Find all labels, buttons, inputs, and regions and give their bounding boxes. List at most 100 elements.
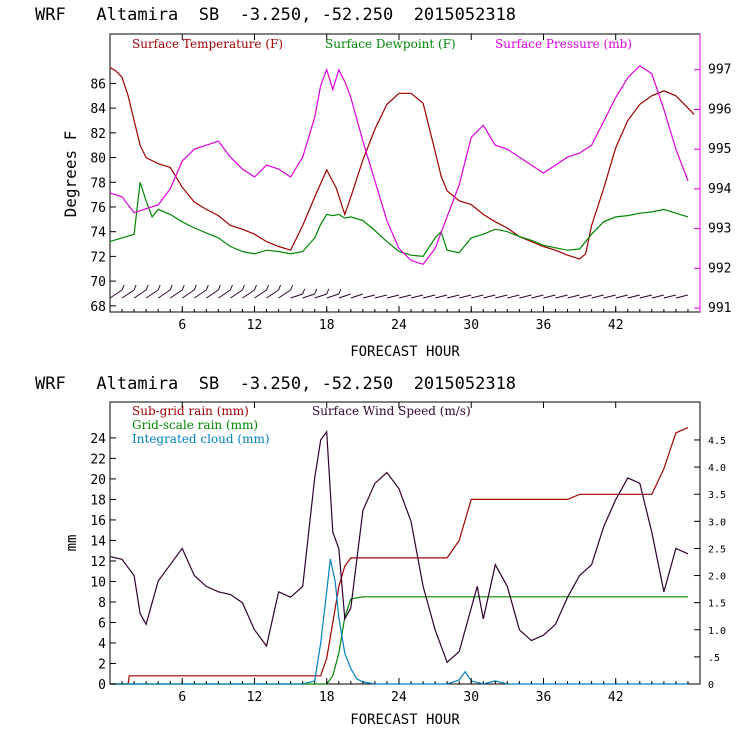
y-tick-label: 82	[90, 127, 106, 142]
x-tick-label: 30	[463, 690, 479, 705]
y2-tick-label: 1.5	[708, 599, 726, 610]
wind-barb	[254, 289, 267, 299]
wind-barb-flag	[121, 284, 125, 291]
wind-barb-flag	[326, 288, 330, 295]
wind-barb	[615, 294, 628, 299]
x-tick-label: 18	[319, 690, 335, 705]
y-tick-label: 72	[90, 250, 106, 265]
y2-tick-label: 993	[708, 222, 731, 237]
wind-barb	[109, 289, 123, 299]
x-tick-label: 24	[391, 318, 407, 333]
wind-barb	[398, 294, 412, 299]
wind-barb	[603, 294, 616, 299]
wind-barb	[651, 294, 664, 299]
legend-surface-pressure: Surface Pressure (mb)	[495, 37, 632, 51]
wind-barb-flag	[314, 288, 318, 295]
x-tick-label: 24	[391, 690, 407, 705]
y-tick-label: 24	[90, 432, 106, 447]
y2-tick-label: 994	[708, 182, 732, 197]
y-tick-label: 0	[98, 678, 106, 693]
wind-barb	[302, 293, 315, 299]
y-tick-label: 76	[90, 201, 106, 216]
y2-tick-label: 1.0	[708, 626, 726, 637]
top-y-axis-label: Degrees F	[61, 131, 80, 218]
wind-barb	[182, 289, 195, 299]
y2-tick-label: 3.5	[708, 490, 726, 501]
wind-barb	[627, 294, 640, 299]
wind-barb-flag	[181, 284, 185, 291]
wind-barb	[290, 293, 303, 299]
y-tick-label: 2	[98, 657, 106, 672]
x-tick-label: 6	[178, 690, 186, 705]
wind-barb	[314, 293, 327, 299]
y-tick-label: 4	[98, 637, 106, 652]
wind-barb	[374, 294, 388, 299]
wind-barb	[206, 289, 219, 299]
wind-barb	[675, 294, 689, 299]
legend-surface-wind-speed: Surface Wind Speed (m/s)	[312, 404, 471, 418]
surface-pressure-mb-line	[109, 65, 689, 266]
wind-barb	[639, 294, 652, 299]
wind-barb-flag	[169, 284, 173, 291]
surface-wind-speed-m-s-line	[109, 430, 689, 664]
wind-barb-flag	[278, 284, 282, 291]
wind-barb	[169, 289, 183, 299]
surface-dewpoint-f-line	[109, 182, 689, 258]
y-tick-label: 78	[90, 176, 106, 191]
legend-gridscale-rain: Grid-scale rain (mm)	[132, 418, 258, 432]
wind-barb-flag	[217, 284, 221, 291]
wind-barb	[218, 289, 231, 299]
x-tick-label: 18	[319, 318, 335, 333]
top-x-axis-label: FORECAST HOUR	[350, 344, 460, 360]
x-tick-label: 30	[463, 318, 479, 333]
wind-barb-flag	[290, 284, 294, 291]
wind-barb-flag	[254, 284, 257, 291]
wind-barb	[230, 289, 243, 299]
y-tick-label: 80	[90, 152, 106, 167]
y2-tick-label: 2.5	[708, 544, 726, 555]
sub-grid-rain-mm-line	[110, 427, 689, 685]
wind-barb	[459, 294, 472, 299]
wind-barb-flag	[241, 284, 245, 291]
x-tick-label: 6	[178, 318, 186, 333]
y-tick-label: 70	[90, 275, 106, 290]
y-tick-label: 84	[90, 102, 106, 117]
grid-scale-rain-mm-line	[110, 596, 688, 685]
wind-barb	[543, 294, 556, 299]
y-tick-label: 22	[90, 452, 106, 467]
wind-barb	[471, 294, 484, 299]
legend-subgrid-rain: Sub-grid rain (mm)	[132, 404, 249, 418]
wind-barb	[579, 294, 592, 299]
wind-barb-flag	[302, 288, 306, 295]
x-tick-label: 36	[536, 690, 552, 705]
wind-barb	[386, 294, 400, 299]
y-tick-label: 18	[90, 493, 106, 508]
wind-barb-flag	[193, 284, 197, 291]
y-tick-label: 6	[98, 616, 106, 631]
wind-barb	[242, 289, 255, 299]
wind-barb	[362, 294, 376, 299]
bottom-y-axis-label: mm	[64, 535, 80, 552]
y2-tick-label: 996	[708, 102, 731, 117]
integrated-cloud-mm-line	[110, 558, 688, 685]
wind-barb	[663, 294, 677, 299]
wind-barb	[338, 293, 351, 299]
wind-barb-flag	[338, 288, 342, 295]
wind-barb	[410, 294, 424, 299]
wind-barb	[519, 294, 532, 299]
wind-barb	[133, 289, 147, 299]
x-tick-label: 12	[247, 690, 263, 705]
y2-tick-label: 991	[708, 301, 731, 316]
wind-barb	[495, 294, 508, 299]
bottom-x-axis-label: FORECAST HOUR	[350, 712, 460, 728]
wind-barb	[555, 294, 568, 299]
top-chart-title: WRF Altamira SB -3.250, -52.250 20150523…	[35, 5, 516, 25]
wind-barb	[121, 289, 135, 299]
wind-barb-flag	[133, 284, 137, 291]
wind-barb	[157, 289, 171, 299]
x-tick-label: 42	[608, 318, 624, 333]
y2-tick-label: 995	[708, 142, 731, 157]
legend-surface-temperature: Surface Temperature (F)	[132, 37, 283, 51]
x-tick-label: 42	[608, 690, 624, 705]
